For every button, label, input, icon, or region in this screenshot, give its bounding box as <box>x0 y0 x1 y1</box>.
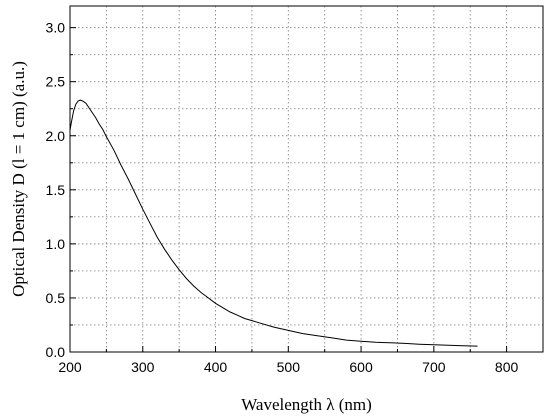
x-tick-label: 600 <box>349 359 373 375</box>
x-tick-label: 200 <box>58 359 82 375</box>
x-tick-label: 300 <box>131 359 155 375</box>
x-tick-label: 700 <box>422 359 446 375</box>
y-axis-title: Optical Density D (l = 1 cm) (a.u.) <box>9 61 28 297</box>
y-tick-label: 1.5 <box>46 182 66 198</box>
y-tick-label: 0.5 <box>46 290 66 306</box>
y-tick-label: 1.0 <box>46 236 66 252</box>
plot-frame <box>69 5 544 353</box>
absorption-curve <box>69 99 478 347</box>
x-tick-label: 800 <box>495 359 519 375</box>
y-tick-label: 0.0 <box>46 344 66 360</box>
x-axis-title: Wavelength λ (nm) <box>241 395 372 414</box>
y-tick-label: 2.0 <box>46 128 66 144</box>
x-tick-label: 500 <box>277 359 301 375</box>
tick-labels: 200 300 400 500 600 700 800 0.0 0.5 1.0 1.5 2.0 2.5 3… <box>46 20 519 375</box>
series-layer <box>69 99 478 347</box>
grid <box>70 6 543 352</box>
x-tick-label: 400 <box>204 359 228 375</box>
tick-marks <box>69 27 508 353</box>
y-tick-label: 3.0 <box>46 20 66 36</box>
y-tick-label: 2.5 <box>46 74 66 90</box>
